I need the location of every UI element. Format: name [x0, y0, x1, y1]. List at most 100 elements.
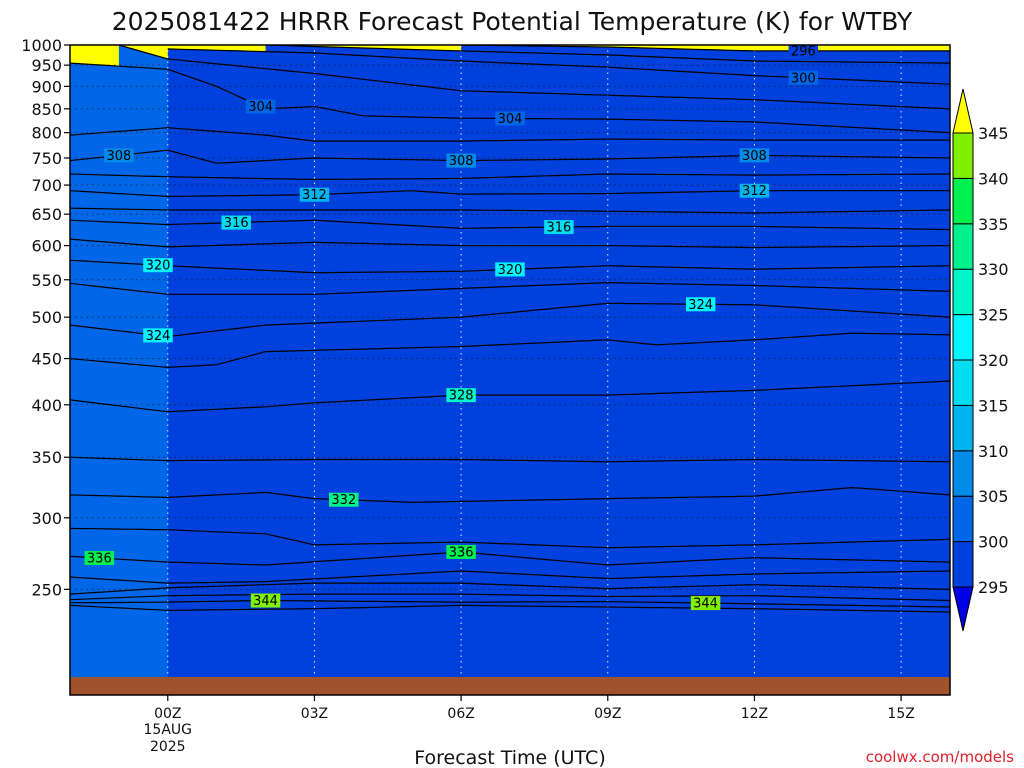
band-below-296: [461, 45, 950, 677]
contour-312: [70, 190, 950, 198]
contour-298: [265, 45, 950, 64]
contour-label-bg: [299, 187, 330, 202]
contour-label-336: 336: [87, 552, 112, 567]
contour-label-308: 308: [449, 154, 474, 169]
contour-label-304: 304: [498, 112, 523, 127]
contour-label-316: 316: [224, 216, 249, 231]
contour-314: [70, 207, 950, 214]
contour-label-312: 312: [302, 188, 327, 203]
y-tick-label-450: 450: [31, 350, 62, 369]
x-tick-label-15Z: 15Z: [887, 706, 914, 722]
contour-338: [70, 570, 950, 584]
filled-bands: [70, 45, 950, 678]
colorbar-band-310: [952, 404, 974, 452]
contour-label-296: 296: [791, 44, 816, 59]
contour-344: [70, 599, 950, 608]
contour-306: [70, 127, 950, 142]
contour-label-bg: [84, 551, 115, 566]
colorbar-band-335: [952, 177, 974, 225]
contour-326: [70, 332, 950, 369]
colorbar-band-330: [952, 223, 974, 270]
contour-334: [70, 527, 950, 549]
contour-300: [167, 48, 950, 85]
contour-label-bg: [143, 258, 173, 273]
contour-label-bg: [788, 70, 819, 85]
y-tick-label-400: 400: [31, 396, 62, 415]
contour-label-bg: [495, 111, 525, 126]
y-tick-label-600: 600: [31, 237, 62, 256]
contour-308: [70, 149, 950, 164]
y-tick-label-850: 850: [31, 100, 62, 119]
colorbar-arrow-bottom: [952, 586, 974, 632]
contour-label-328: 328: [449, 389, 474, 404]
chart-title: 2025081422 HRRR Forecast Potential Tempe…: [112, 7, 913, 36]
contour-324: [70, 302, 950, 338]
contour-label-300: 300: [791, 71, 816, 86]
y-tick-label-750: 750: [31, 149, 62, 168]
contour-label-bg: [245, 99, 276, 114]
contour-label-bg: [739, 183, 770, 198]
y-tick-label-300: 300: [31, 509, 62, 528]
contour-318: [70, 238, 950, 249]
y-tick-label-350: 350: [31, 448, 62, 467]
x-tick-label-09Z: 09Z: [594, 706, 621, 722]
contour-310: [70, 173, 950, 181]
contour-328: [70, 380, 950, 413]
contour-label-344: 344: [253, 594, 278, 609]
contour-322: [70, 281, 950, 295]
colorbar-label-335: 335: [978, 215, 1009, 234]
colorbar-label-295: 295: [978, 578, 1009, 597]
contour-label-308: 308: [106, 149, 131, 164]
y-tick-label-250: 250: [31, 580, 62, 599]
x-tick-label-00Z: 00Z: [154, 706, 181, 722]
y-tick-label-550: 550: [31, 271, 62, 290]
contour-label-336: 336: [449, 545, 474, 560]
contour-340: [70, 582, 950, 595]
contour-label-320: 320: [146, 259, 171, 274]
x-tick-label-12Z: 12Z: [741, 706, 768, 722]
credit-text: coolwx.com/models: [866, 748, 1014, 766]
colorbar-band-325: [952, 268, 974, 316]
ground-below-surface: [70, 677, 950, 695]
contour-label-bg: [544, 220, 574, 235]
y-tick-label-900: 900: [31, 77, 62, 96]
contour-label-bg: [446, 388, 476, 403]
contour-label-344: 344: [693, 597, 718, 612]
contour-330: [70, 456, 950, 463]
colorbar-label-300: 300: [978, 533, 1009, 552]
plot-frame: [69, 44, 951, 696]
contour-label-bg: [739, 148, 770, 163]
contour-label-bg: [221, 215, 251, 230]
contour-label-304: 304: [248, 100, 273, 115]
contour-label-bg: [104, 148, 134, 163]
contour-label-bg: [788, 45, 819, 58]
contour-label-bg: [690, 596, 721, 611]
contour-label-316: 316: [546, 221, 571, 236]
colorbar-band-305: [952, 450, 974, 497]
contour-346: [70, 604, 950, 613]
grid-lines: [70, 45, 950, 677]
contour-336: [70, 551, 950, 566]
contour-labels: 344 344 336 336 332 328 324 324 320 320 316 316 312 3…: [84, 44, 819, 612]
colorbar-label-325: 325: [978, 306, 1009, 325]
x-axis-label: Forecast Time (UTC): [414, 747, 605, 768]
colorbar-label-345: 345: [978, 124, 1009, 143]
contour-lines: [70, 45, 950, 613]
colorbar-arrow-top: [952, 88, 974, 134]
contour-296: [461, 45, 950, 52]
x-tick-label-03Z: 03Z: [301, 706, 328, 722]
y-axis: 250 300 350 400 450 500 550 600 650 700 750 800 850 9…: [21, 36, 70, 599]
contour-label-308: 308: [742, 149, 767, 164]
colorbar-band-300: [952, 495, 974, 543]
contour-label-bg: [250, 593, 281, 608]
x-tick-date: 15AUG: [144, 722, 193, 738]
y-tick-label-950: 950: [31, 56, 62, 75]
contour-label-bg: [329, 492, 359, 507]
contour-316: [70, 219, 950, 231]
y-tick-label-800: 800: [31, 124, 62, 143]
colorbar: 295 300 305 310 315 320 325 330 335 340 345: [952, 88, 1009, 632]
colorbar-label-320: 320: [978, 351, 1009, 370]
colorbar-band-295: [952, 541, 974, 588]
